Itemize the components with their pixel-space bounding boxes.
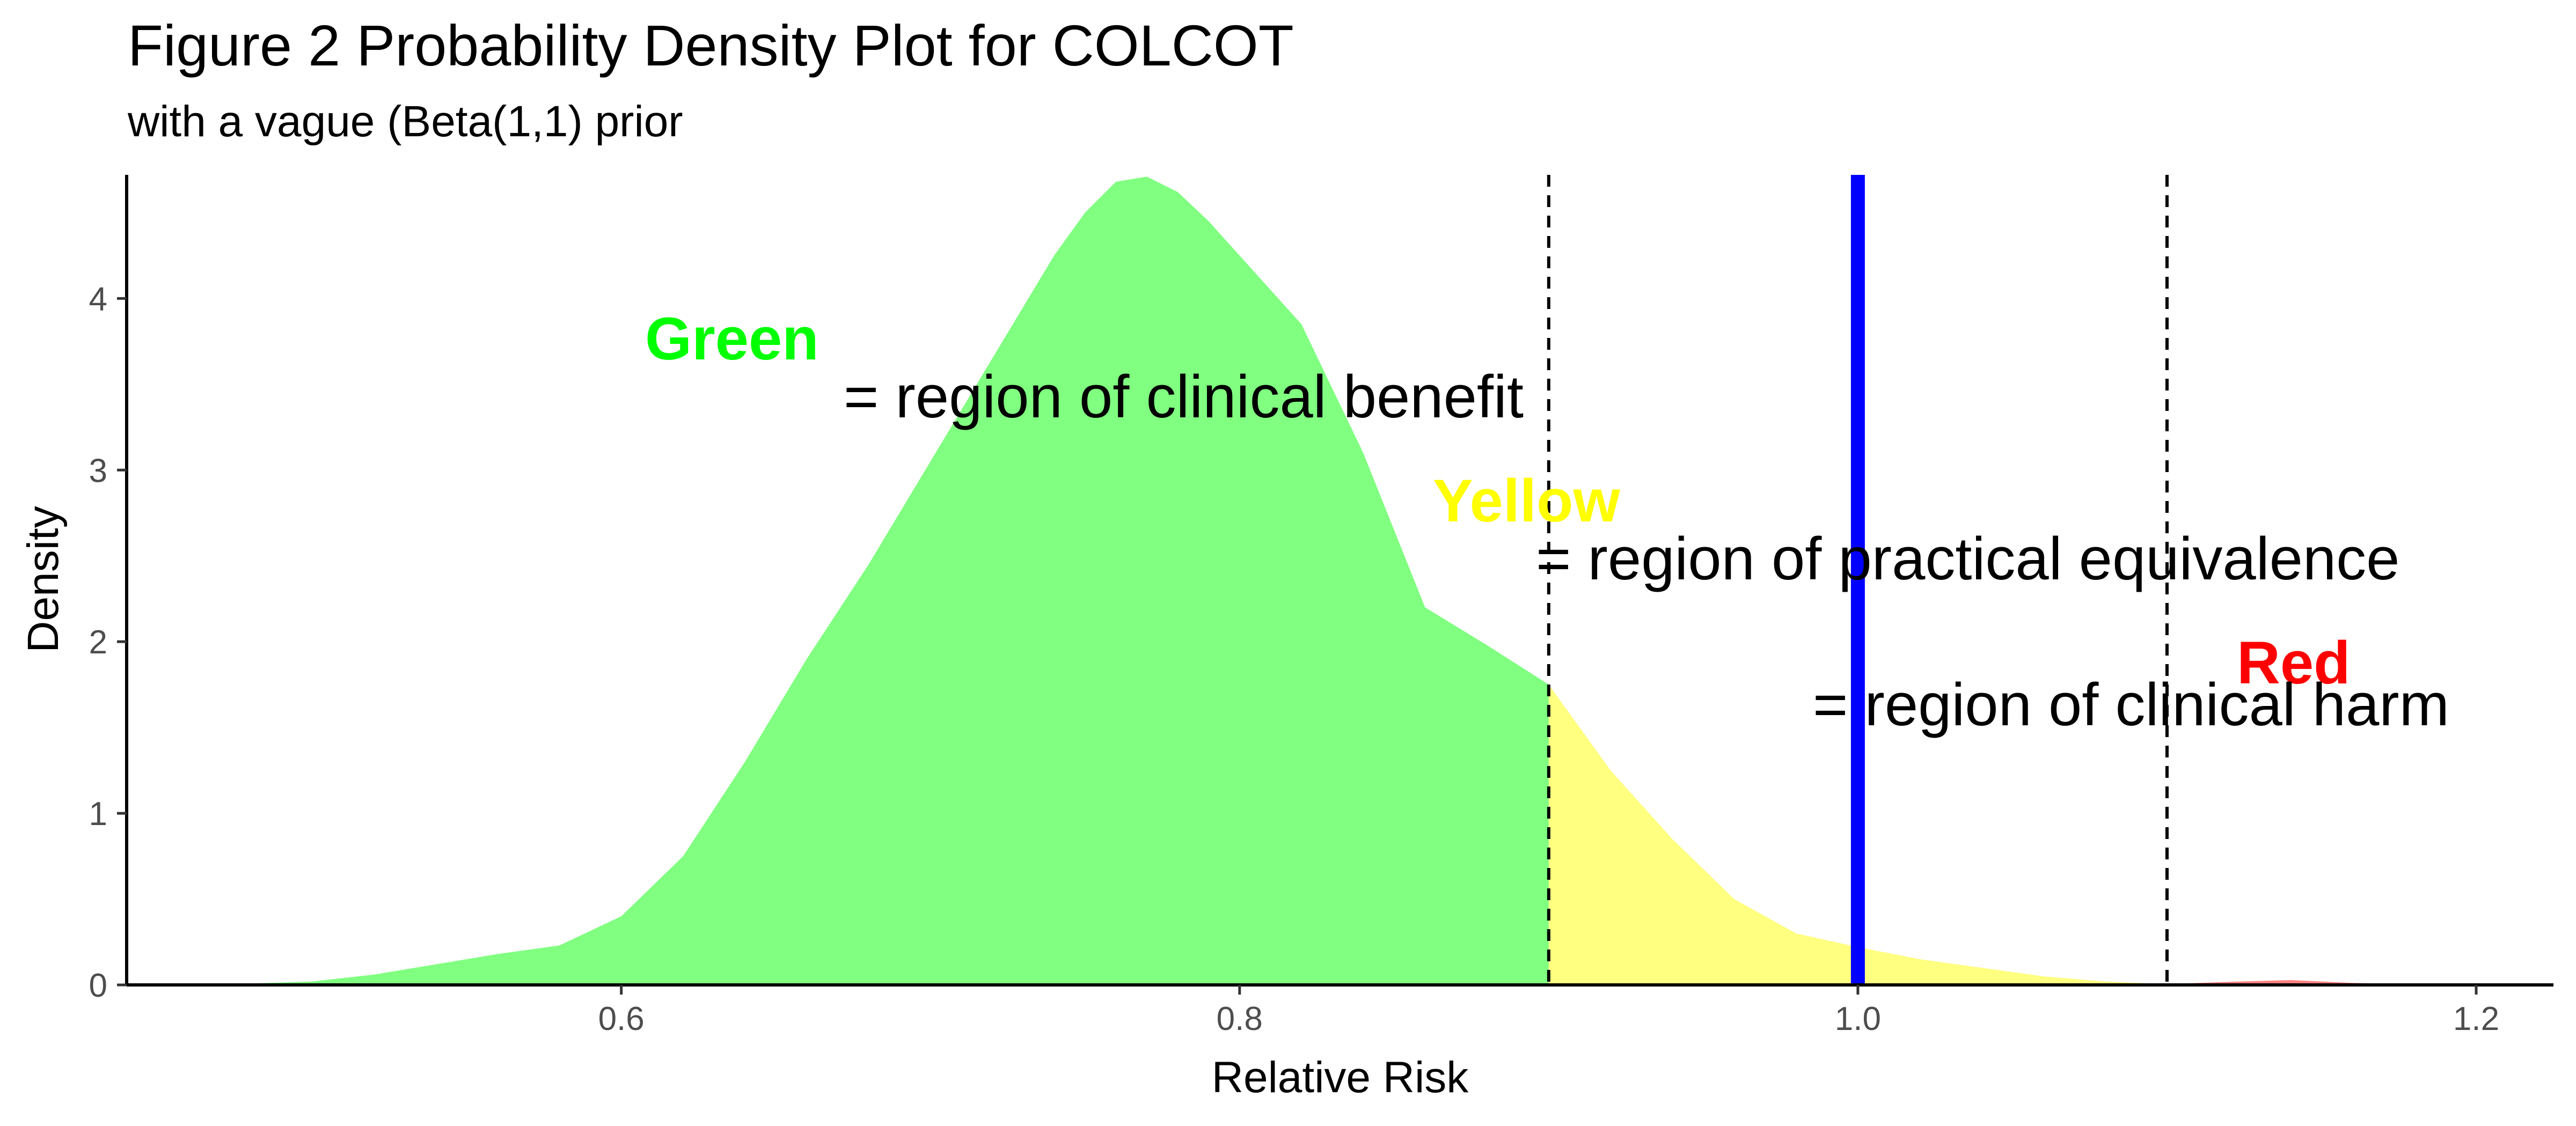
yellow-region-area [1548, 685, 2167, 985]
y-tick-label: 2 [89, 624, 107, 661]
green-region-area [127, 176, 1549, 985]
y-tick-label: 0 [89, 967, 107, 1004]
y-axis-ticks: 0 1 2 3 4 [89, 281, 127, 1004]
yellow-region-description: = region of practical equivalence [1536, 525, 2399, 592]
region-annotations: Green = region of clinical benefit Yello… [645, 305, 2449, 738]
y-axis-label: Density [19, 506, 68, 652]
x-tick-label: 1.2 [2453, 1000, 2499, 1037]
x-tick-label: 1.0 [1835, 1000, 1881, 1037]
red-region-description: = region of clinical harm [1813, 671, 2449, 738]
y-tick-label: 3 [89, 452, 107, 489]
yellow-region-label: Yellow [1433, 467, 1620, 534]
x-tick-label: 0.8 [1217, 1000, 1263, 1037]
chart-subtitle: with a vague (Beta(1,1) prior [127, 97, 683, 146]
green-region-description: = region of clinical benefit [844, 363, 1524, 430]
y-tick-label: 4 [89, 281, 107, 318]
reference-lines [1547, 175, 2169, 985]
x-tick-label: 0.6 [598, 1000, 645, 1037]
red-region-label: Red [2237, 629, 2351, 696]
x-axis-ticks: 0.6 0.8 1.0 1.2 [598, 985, 2499, 1037]
y-tick-label: 1 [89, 796, 107, 833]
green-region-label: Green [645, 305, 819, 372]
x-axis-label: Relative Risk [1212, 1053, 1469, 1102]
chart-title: Figure 2 Probability Density Plot for CO… [128, 13, 1294, 78]
